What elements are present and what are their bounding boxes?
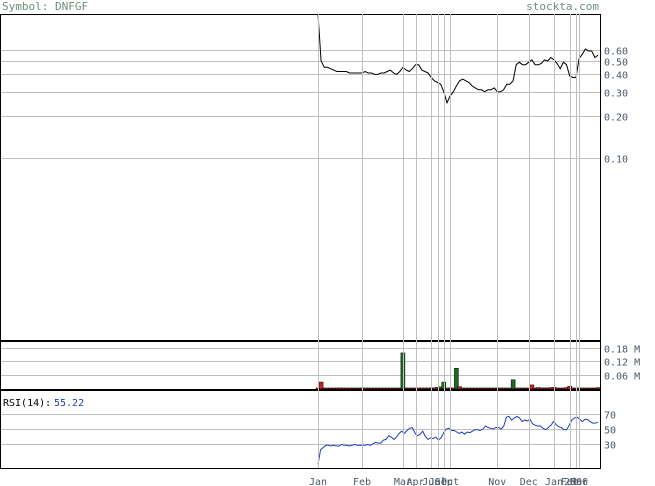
rsi-tick-label: 50 (604, 426, 616, 437)
volume-bar-up (454, 368, 459, 390)
x-tick-label: Sep (435, 477, 453, 486)
x-tick-label: Feb (353, 477, 371, 486)
price-panel-frame (0, 14, 601, 341)
x-tick-label: Nov (488, 477, 506, 486)
volume-bar-up (510, 379, 516, 390)
volume-panel: 0.18 M 0.12 M 0.06 M (0, 341, 640, 390)
x-tick-label: Jan (309, 477, 327, 486)
price-line (317, 13, 599, 105)
price-panel: 0.600.50 0.40 0.30 0.20 0.10 (0, 13, 628, 341)
volume-tick-label: 0.12 M (604, 358, 640, 369)
price-tick-label: 0.30 (604, 89, 628, 100)
x-tick-label: Apr (406, 477, 424, 486)
site-label: stockta.com (526, 0, 599, 13)
x-tick-label: Mar (394, 477, 412, 486)
symbol-label: Symbol: DNFGF (2, 0, 88, 13)
rsi-value: 55.22 (54, 398, 84, 409)
price-tick-label: 0.60 (604, 47, 628, 58)
x-tick-label: 2006 (564, 477, 588, 486)
x-tick-label: Jul (429, 477, 447, 486)
x-tick-label: Feb (561, 477, 579, 486)
price-tick-label: 0.40 (604, 71, 628, 82)
price-tick-label: 0.20 (604, 113, 628, 124)
rsi-panel-frame (0, 390, 601, 469)
rsi-tick-label: 30 (604, 441, 616, 452)
x-tick-label: Dec (520, 477, 538, 486)
rsi-line (317, 415, 599, 465)
rsi-panel: RSI(14): 55.22 70 50 30 (0, 390, 616, 469)
x-tick-label: Jun (422, 477, 440, 486)
volume-panel-frame (0, 341, 601, 390)
volume-tick-label: 0.18 M (604, 345, 640, 356)
x-tick-label: Oct (441, 477, 459, 486)
x-tick-label: Mar (570, 477, 588, 486)
volume-bar-down (595, 387, 601, 390)
price-tick-label: 0.50 (604, 58, 628, 69)
volume-tick-label: 0.06 M (604, 372, 640, 383)
price-tick-label: 0.10 (604, 155, 628, 166)
rsi-tick-label: 70 (604, 411, 616, 422)
x-tick-label: Jan (545, 477, 563, 486)
rsi-label: RSI(14): (3, 398, 51, 409)
volume-bar-up (400, 352, 406, 390)
